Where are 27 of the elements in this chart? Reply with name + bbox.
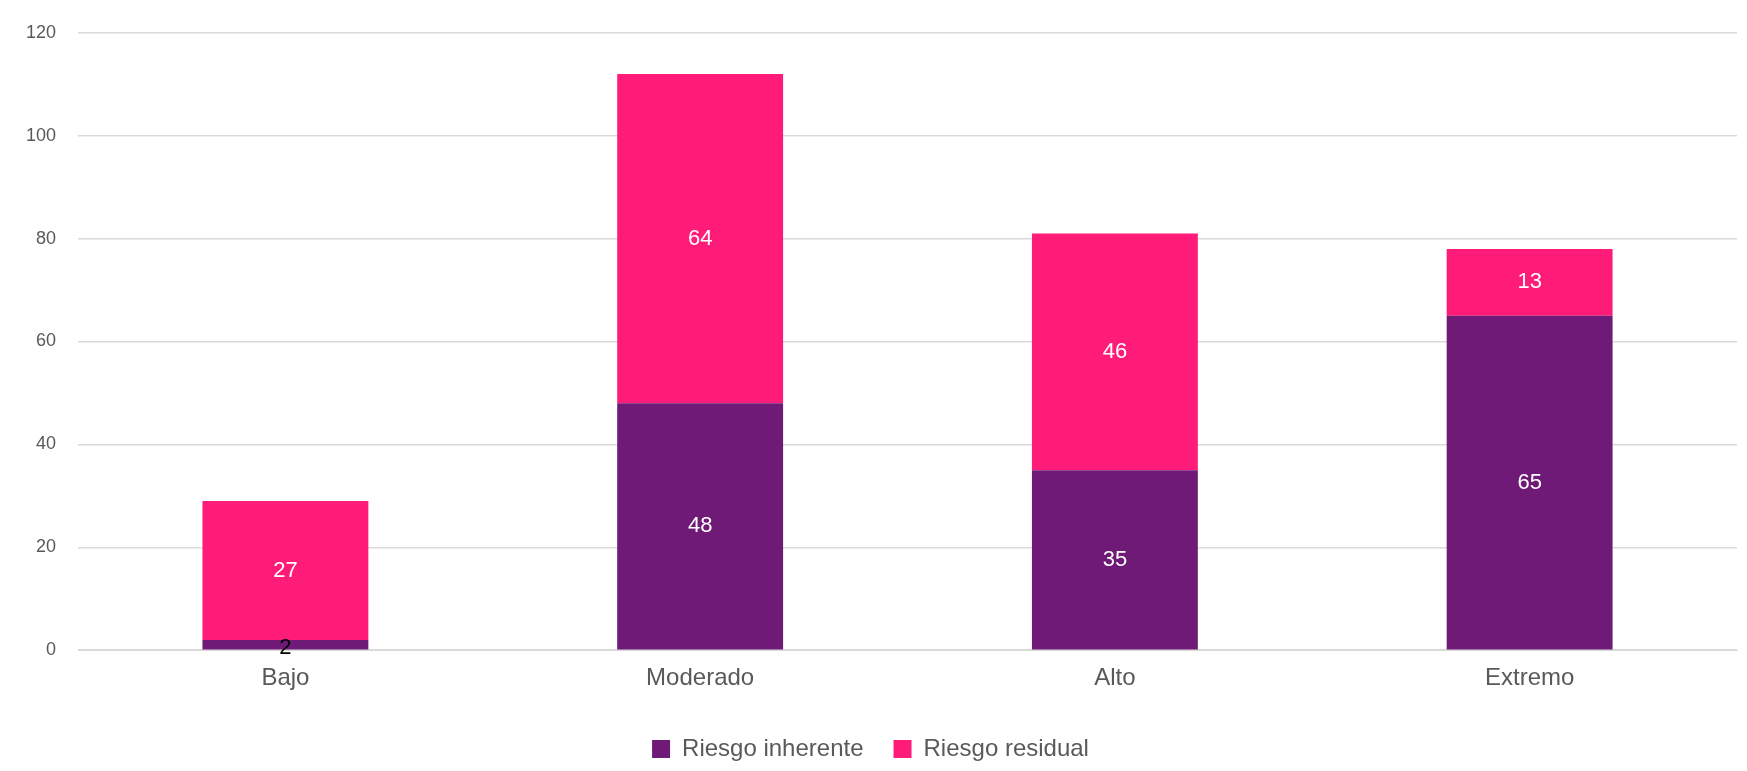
y-tick-label: 40	[36, 433, 57, 454]
data-label: 13	[1517, 268, 1542, 294]
legend-label: Riesgo inherente	[682, 733, 864, 761]
y-tick-label: 80	[36, 227, 57, 248]
x-tick-label: Moderado	[646, 663, 755, 691]
x-tick-label: Alto	[1094, 663, 1136, 691]
bar	[1031, 470, 1198, 650]
x-tick-label: Bajo	[261, 663, 310, 691]
y-tick-label: 100	[25, 124, 57, 145]
data-label: 48	[687, 512, 713, 538]
x-tick-label: Extremo	[1484, 663, 1575, 691]
data-label: 65	[1517, 468, 1542, 494]
data-label: 27	[273, 556, 298, 582]
y-tick-label: 60	[36, 330, 57, 351]
y-tick-label: 0	[46, 639, 57, 660]
bar	[1446, 315, 1613, 650]
bar	[1446, 248, 1613, 316]
bar	[617, 403, 784, 650]
y-tick-label: 120	[25, 21, 57, 42]
bar	[1031, 233, 1198, 471]
bar	[202, 501, 369, 640]
legend-label: Riesgo residual	[923, 733, 1089, 761]
bar	[617, 73, 784, 404]
data-label: 35	[1102, 545, 1128, 571]
y-tick-label: 20	[36, 536, 57, 557]
data-label: 46	[1102, 337, 1128, 363]
data-label: 64	[687, 224, 713, 250]
